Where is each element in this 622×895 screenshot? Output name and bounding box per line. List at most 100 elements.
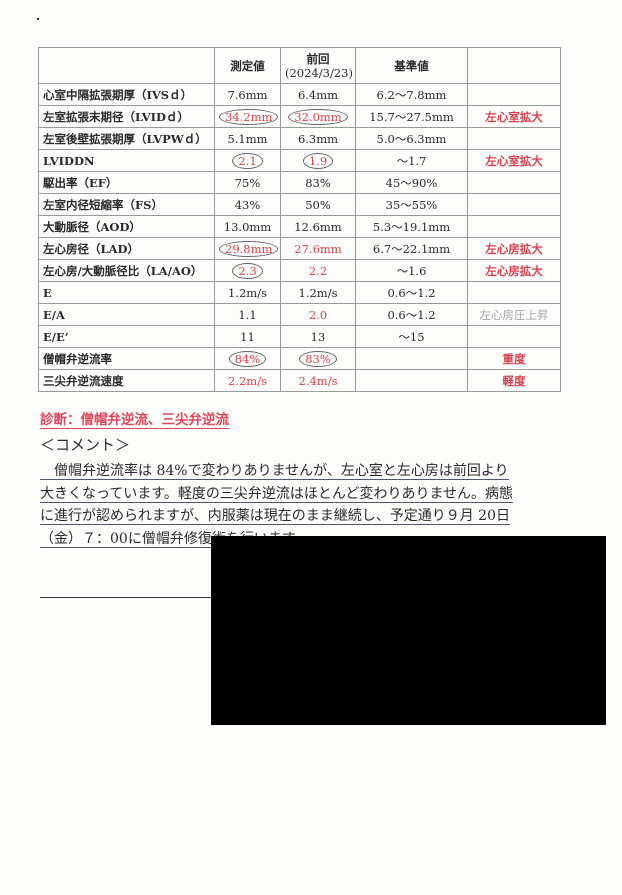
row-label: E [38,281,215,304]
table-row: E 1.2m/s 1.2m/s 0.6～1.2 [38,281,561,304]
current-value-text: 5.1mm [227,131,268,146]
assessment-note: 左心房圧上昇 [467,303,561,326]
current-value-text: 2.1 [232,152,263,169]
previous-value-text: 6.4mm [297,87,339,102]
row-label-text: 三尖弁逆流速度 [43,373,124,388]
row-label: 心室中隔拡張期厚（IVSｄ） [38,83,215,106]
reference-range: ～1.7 [355,149,468,172]
reference-range-text: 0.6～1.2 [387,285,436,300]
previous-value: 50% [280,193,356,216]
assessment-note: 左心室拡大 [467,149,561,172]
row-label-text: 左室後壁拡張期厚（LVPWｄ） [43,131,207,146]
row-label: 左室内径短縮率（FS） [38,193,215,216]
current-value: 7.6mm [214,83,281,106]
table-header-row: 測定値 前回 (2024/3/23) 基準値 [38,47,561,84]
previous-value: 2.0 [280,303,356,326]
row-label: 三尖弁逆流速度 [38,369,215,392]
row-label-text: 大動脈径（AOD） [43,219,141,234]
assessment-note-text: 左心房圧上昇 [479,307,549,322]
assessment-note [467,83,561,106]
previous-value-text: 27.6mm [294,241,342,256]
reference-range: 0.6～1.2 [355,303,468,326]
current-value: 84% [214,347,281,370]
assessment-note [467,325,561,348]
row-label-text: 左心房/大動脈径比（LA/AO） [43,263,203,278]
reference-range-text: 5.0～6.3mm [376,131,447,146]
current-value: 34.2mm [214,105,281,128]
header-note [467,47,561,84]
assessment-note-text: 左心室拡大 [485,153,543,168]
reference-range-text: ～1.7 [396,153,427,168]
previous-value: 2.2 [280,259,356,282]
table-row: 大動脈径（AOD） 13.0mm 12.6mm 5.3～19.1mm [38,215,561,238]
table-row: 左心房径（LAD） 29.8mm 27.6mm 6.7～22.1mm 左心房拡大 [38,237,561,260]
table-row: LVIDDN 2.1 1.9 ～1.7 左心室拡大 [38,149,561,172]
current-value-text: 43% [234,197,261,212]
assessment-note [467,193,561,216]
current-value-text: 84% [228,350,267,367]
reference-range: 0.6～1.2 [355,281,468,304]
current-value: 43% [214,193,281,216]
current-value: 1.2m/s [214,281,281,304]
current-value: 75% [214,171,281,194]
current-value: 11 [214,325,281,348]
reference-range: 15.7～27.5mm [355,105,468,128]
reference-range: ～15 [355,325,468,348]
assessment-note-text: 重度 [502,351,526,366]
row-label: 左心房径（LAD） [38,237,215,260]
row-label: 駆出率（EF） [38,171,215,194]
current-value-text: 11 [240,329,255,344]
header-reference: 基準値 [355,47,468,84]
previous-value: 2.4m/s [280,369,356,392]
previous-value-text: 12.6mm [294,219,342,234]
previous-value: 13 [280,325,356,348]
row-label-text: E/E’ [43,329,69,344]
previous-value-text: 2.0 [308,307,328,322]
row-label-text: 左室内径短縮率（FS） [43,197,163,212]
row-label: 左室拡張末期径（LVIDｄ） [38,105,215,128]
previous-value-text: 6.3mm [297,131,339,146]
row-label: E/E’ [38,325,215,348]
row-label: 左心房/大動脈径比（LA/AO） [38,259,215,282]
table-row: E/E’ 11 13 ～15 [38,325,561,348]
table-row: 左室内径短縮率（FS） 43% 50% 35～55% [38,193,561,216]
row-label-text: E [43,285,52,300]
previous-value: 6.4mm [280,83,356,106]
current-value: 29.8mm [214,237,281,260]
reference-range: 5.3～19.1mm [355,215,468,238]
assessment-note [467,171,561,194]
row-label-text: 左室拡張末期径（LVIDｄ） [43,109,189,124]
reference-range: 5.0～6.3mm [355,127,468,150]
previous-value-text: 2.2 [308,263,328,278]
reference-range: 35～55% [355,193,468,216]
reference-range-text: 35～55% [385,197,438,212]
header-previous-label: 前回 [306,51,330,66]
row-label-text: 駆出率（EF） [43,175,118,190]
row-label-text: E/A [43,307,65,322]
row-label: LVIDDN [38,149,215,172]
reference-range-text: 0.6～1.2 [387,307,436,322]
current-value: 2.3 [214,259,281,282]
reference-range-text: 5.3～19.1mm [372,219,451,234]
header-current: 測定値 [214,47,281,84]
previous-value: 6.3mm [280,127,356,150]
row-label-text: LVIDDN [43,153,95,168]
reference-range-text: 6.2～7.8mm [376,87,447,102]
current-value-text: 29.8mm [219,240,279,257]
comment-text: 僧帽弁逆流率は 84%で変わりありませんが、左心室と左心房は前回より大きくなって… [40,460,522,550]
assessment-note-text: 左心房拡大 [485,241,543,256]
previous-value-text: 50% [305,197,331,212]
row-label-text: 僧帽弁逆流率 [43,351,112,366]
previous-value-text: 83% [305,175,331,190]
scan-speck [37,18,39,20]
table-row: 左室後壁拡張期厚（LVPWｄ） 5.1mm 6.3mm 5.0～6.3mm [38,127,561,150]
reference-range: ～1.6 [355,259,468,282]
reference-range: 6.7～22.1mm [355,237,468,260]
row-label-text: 心室中隔拡張期厚（IVSｄ） [43,87,193,102]
row-label-text: 左心房径（LAD） [43,241,139,256]
reference-range-text: 6.7～22.1mm [372,241,451,256]
current-value: 13.0mm [214,215,281,238]
previous-value: 1.2m/s [280,281,356,304]
table-row: E/A 1.1 2.0 0.6～1.2 左心房圧上昇 [38,303,561,326]
echo-results-table: 測定値 前回 (2024/3/23) 基準値 心室中隔拡張期厚（IVSｄ） 7.6m… [38,47,561,392]
